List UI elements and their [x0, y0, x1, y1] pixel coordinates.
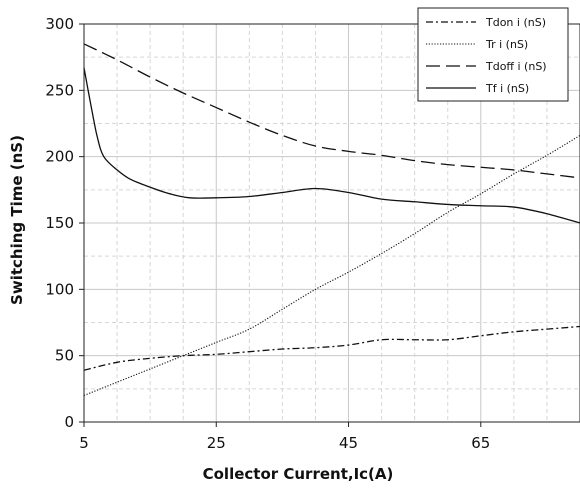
series-line-4 — [83, 67, 580, 224]
x-tick-label: 25 — [207, 434, 226, 452]
series-line-1 — [83, 325, 580, 371]
x-axis-ticks: 5 25 45 65 — [79, 422, 490, 452]
y-tick-label: 50 — [55, 347, 74, 365]
legend-box — [417, 7, 569, 102]
series-lines — [83, 43, 580, 396]
x-axis-title: Collector Current,Ic(A) — [203, 465, 394, 483]
legend-label: Tdoff i (nS) — [485, 60, 547, 73]
y-axis-ticks: 0 50 100 150 200 250 300 — [45, 15, 84, 431]
y-axis-title: Switching Time (nS) — [8, 135, 26, 305]
series-line-2 — [83, 134, 580, 396]
y-tick-label: 300 — [45, 15, 74, 33]
legend-label: Tdon i (nS) — [485, 16, 546, 29]
x-tick-label: 65 — [471, 434, 490, 452]
legend: Tdon i (nS) Tr i (nS) Tdoff i (nS) Tf i (nS… — [417, 7, 569, 102]
y-tick-label: 200 — [45, 148, 74, 166]
y-tick-label: 150 — [45, 214, 74, 232]
legend-label: Tf i (nS) — [485, 82, 529, 95]
y-tick-label: 100 — [45, 280, 74, 298]
series-line-3 — [83, 43, 580, 179]
x-tick-label: 5 — [79, 434, 89, 452]
x-tick-label: 45 — [339, 434, 358, 452]
y-tick-label: 250 — [45, 81, 74, 99]
y-tick-label: 0 — [64, 413, 74, 431]
legend-label: Tr i (nS) — [485, 38, 528, 51]
